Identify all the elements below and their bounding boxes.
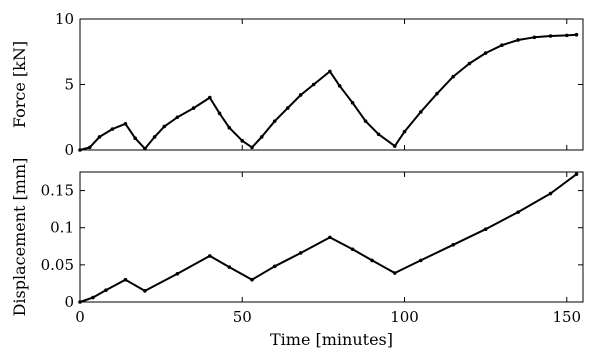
data-point bbox=[516, 38, 520, 42]
data-point bbox=[240, 139, 245, 143]
y-tick-label: 0.15 bbox=[41, 182, 74, 200]
x-tick-label: 50 bbox=[233, 308, 252, 326]
data-point bbox=[175, 115, 180, 120]
displacement-panel: 0 50 100 150 0 0.05 0.1 0.15 Displacement [mm] Ti… bbox=[10, 158, 584, 349]
data-point bbox=[208, 95, 212, 100]
data-point bbox=[78, 148, 82, 152]
x-tick-label: 0 bbox=[75, 308, 85, 326]
plot-frame bbox=[79, 18, 584, 151]
data-point bbox=[175, 271, 180, 276]
data-point bbox=[574, 172, 579, 177]
y-tick-label: 5 bbox=[64, 76, 74, 94]
data-point bbox=[328, 235, 332, 240]
y-tick-label: 0 bbox=[64, 293, 74, 311]
plot-frame bbox=[79, 171, 584, 303]
data-point bbox=[123, 122, 128, 126]
data-point bbox=[392, 144, 397, 148]
data-point bbox=[402, 129, 407, 134]
data-point bbox=[162, 124, 167, 129]
data-point bbox=[133, 136, 137, 141]
data-point bbox=[227, 125, 232, 130]
data-point bbox=[272, 119, 277, 123]
data-point bbox=[97, 135, 102, 139]
data-point bbox=[418, 258, 423, 263]
data-point bbox=[363, 119, 368, 123]
data-point bbox=[451, 74, 455, 79]
data-point bbox=[104, 288, 108, 292]
data-point bbox=[467, 61, 472, 66]
y-tick-label: 0.1 bbox=[50, 219, 74, 237]
data-point bbox=[483, 227, 488, 231]
data-point bbox=[250, 145, 254, 150]
data-point bbox=[298, 93, 303, 97]
data-point bbox=[370, 258, 374, 263]
y-axis-label: Force [kN] bbox=[10, 41, 29, 128]
data-point bbox=[337, 84, 342, 88]
series-line bbox=[79, 33, 577, 151]
data-point bbox=[227, 265, 232, 269]
data-point bbox=[392, 271, 397, 275]
data-point bbox=[91, 295, 95, 300]
data-point bbox=[483, 51, 488, 55]
data-point bbox=[78, 300, 82, 304]
data-point bbox=[516, 210, 520, 214]
force-panel: 0 5 10 Force [kN] bbox=[10, 10, 584, 159]
data-point bbox=[376, 132, 381, 137]
data-point bbox=[500, 43, 504, 47]
data-point bbox=[532, 35, 537, 40]
data-point bbox=[143, 289, 147, 293]
data-point bbox=[87, 145, 92, 150]
data-point bbox=[123, 277, 128, 282]
x-axis-label: Time [minutes] bbox=[270, 330, 393, 349]
data-point bbox=[250, 277, 254, 282]
data-point bbox=[451, 243, 455, 247]
data-point bbox=[548, 191, 553, 196]
y-tick-label: 0 bbox=[64, 141, 74, 159]
data-point bbox=[259, 135, 264, 139]
data-point bbox=[564, 33, 569, 38]
data-point bbox=[418, 110, 423, 114]
data-point bbox=[328, 69, 332, 74]
data-point bbox=[311, 82, 316, 87]
data-point bbox=[285, 106, 290, 110]
data-point bbox=[298, 251, 303, 255]
data-point bbox=[574, 32, 579, 37]
data-point bbox=[217, 111, 222, 116]
data-point bbox=[350, 247, 355, 252]
data-point bbox=[208, 254, 212, 258]
y-tick-label: 0.05 bbox=[41, 256, 74, 274]
y-axis-label: Displacement [mm] bbox=[10, 158, 29, 317]
data-point bbox=[152, 135, 157, 139]
y-tick-label: 10 bbox=[55, 10, 74, 28]
data-point bbox=[548, 34, 553, 38]
x-tick-label: 150 bbox=[552, 308, 581, 326]
data-point bbox=[350, 101, 355, 105]
data-point bbox=[143, 146, 147, 151]
data-point bbox=[435, 91, 439, 96]
data-point bbox=[272, 264, 277, 269]
x-tick-label: 100 bbox=[390, 308, 419, 326]
data-point bbox=[110, 127, 115, 131]
data-point bbox=[191, 106, 196, 110]
